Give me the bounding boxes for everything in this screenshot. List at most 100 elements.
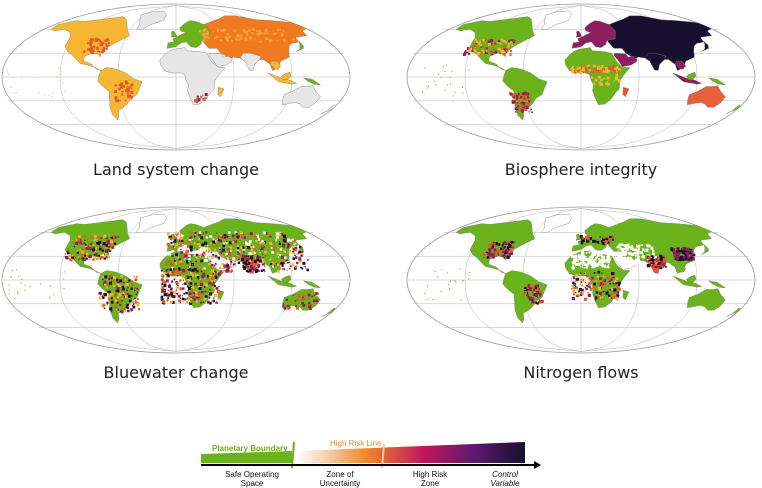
raster-cell [611, 272, 615, 276]
raster-cell [480, 44, 482, 47]
raster-cell [524, 108, 527, 111]
island-dot [455, 281, 457, 283]
raster-cell [247, 257, 250, 260]
island-dot [444, 89, 446, 91]
raster-cell [200, 253, 202, 256]
raster-cell [475, 40, 478, 43]
raster-cell [112, 238, 115, 241]
raster-cell [191, 291, 193, 293]
raster-cell [609, 236, 611, 238]
raster-cell [169, 287, 173, 291]
raster-cell [613, 278, 616, 281]
raster-cell [174, 246, 176, 249]
raster-cell [515, 94, 519, 98]
raster-cell [654, 261, 657, 265]
island-dot [468, 274, 470, 276]
raster-cell [124, 80, 128, 83]
raster-cell [577, 262, 581, 266]
raster-cell [102, 297, 105, 299]
raster-cell [116, 289, 120, 293]
raster-cell [240, 247, 243, 249]
raster-cell [219, 247, 221, 250]
raster-cell [507, 253, 509, 255]
raster-cell [583, 290, 585, 292]
raster-cell [474, 38, 477, 41]
raster-cell [671, 247, 675, 251]
raster-cell [527, 96, 531, 101]
raster-cell [642, 248, 645, 251]
raster-cell [106, 241, 110, 245]
raster-cell [517, 92, 520, 95]
raster-cell [251, 32, 254, 35]
raster-cell [177, 257, 179, 259]
raster-cell [103, 307, 106, 310]
raster-cell [283, 250, 286, 253]
raster-cell [181, 243, 184, 246]
raster-cell [246, 260, 249, 263]
raster-cell [638, 244, 641, 247]
island-dot [53, 294, 55, 296]
raster-cell [202, 33, 206, 36]
raster-cell [614, 280, 617, 283]
raster-cell [233, 29, 237, 32]
raster-cell [627, 245, 630, 249]
raster-cell [109, 242, 113, 246]
island-dot [47, 95, 49, 97]
raster-cell [110, 240, 113, 244]
raster-cell [276, 269, 280, 273]
raster-cell [589, 298, 591, 300]
raster-cell [85, 258, 88, 260]
raster-cell [106, 239, 109, 243]
island-dot [8, 293, 10, 295]
raster-cell [605, 69, 609, 73]
raster-cell [123, 296, 125, 298]
raster-cell [168, 235, 171, 239]
raster-cell [209, 235, 213, 238]
control-variable-label: Control Variable [490, 470, 520, 488]
raster-cell [643, 250, 645, 252]
raster-cell [522, 103, 525, 106]
map-title-biosphere-integrity: Biosphere integrity [504, 160, 658, 179]
raster-cell [570, 68, 574, 71]
raster-cell [539, 301, 542, 304]
raster-cell [264, 250, 267, 254]
raster-cell [262, 257, 265, 260]
raster-cell [602, 275, 605, 278]
raster-cell [628, 259, 631, 262]
raster-cell [212, 286, 215, 289]
raster-cell [210, 31, 214, 35]
raster-cell [634, 259, 638, 262]
raster-cell [530, 107, 532, 109]
raster-cell [531, 303, 533, 305]
raster-cell [592, 64, 596, 68]
raster-cell [103, 46, 106, 49]
raster-cell [92, 245, 94, 247]
raster-cell [313, 294, 315, 296]
raster-cell [237, 251, 239, 253]
raster-cell [224, 36, 228, 40]
raster-cell [110, 308, 112, 310]
raster-cell [246, 33, 249, 36]
raster-cell [219, 251, 223, 254]
raster-cell [302, 294, 304, 297]
raster-cell [586, 239, 590, 243]
raster-cell [500, 247, 503, 250]
island-dot [38, 76, 40, 79]
raster-cell [290, 257, 293, 260]
raster-cell [633, 261, 635, 264]
raster-cell [288, 261, 291, 264]
raster-cell [498, 254, 500, 256]
raster-cell [161, 274, 165, 278]
raster-cell [532, 302, 536, 305]
raster-cell [113, 276, 116, 279]
raster-cell [97, 256, 100, 260]
raster-cell [621, 249, 624, 252]
raster-cell [203, 29, 205, 31]
raster-cell [88, 242, 91, 245]
raster-cell [618, 287, 621, 291]
island-dot [459, 268, 461, 270]
raster-cell [197, 100, 199, 102]
raster-cell [209, 288, 211, 291]
raster-cell [249, 265, 253, 269]
raster-cell [196, 95, 199, 98]
